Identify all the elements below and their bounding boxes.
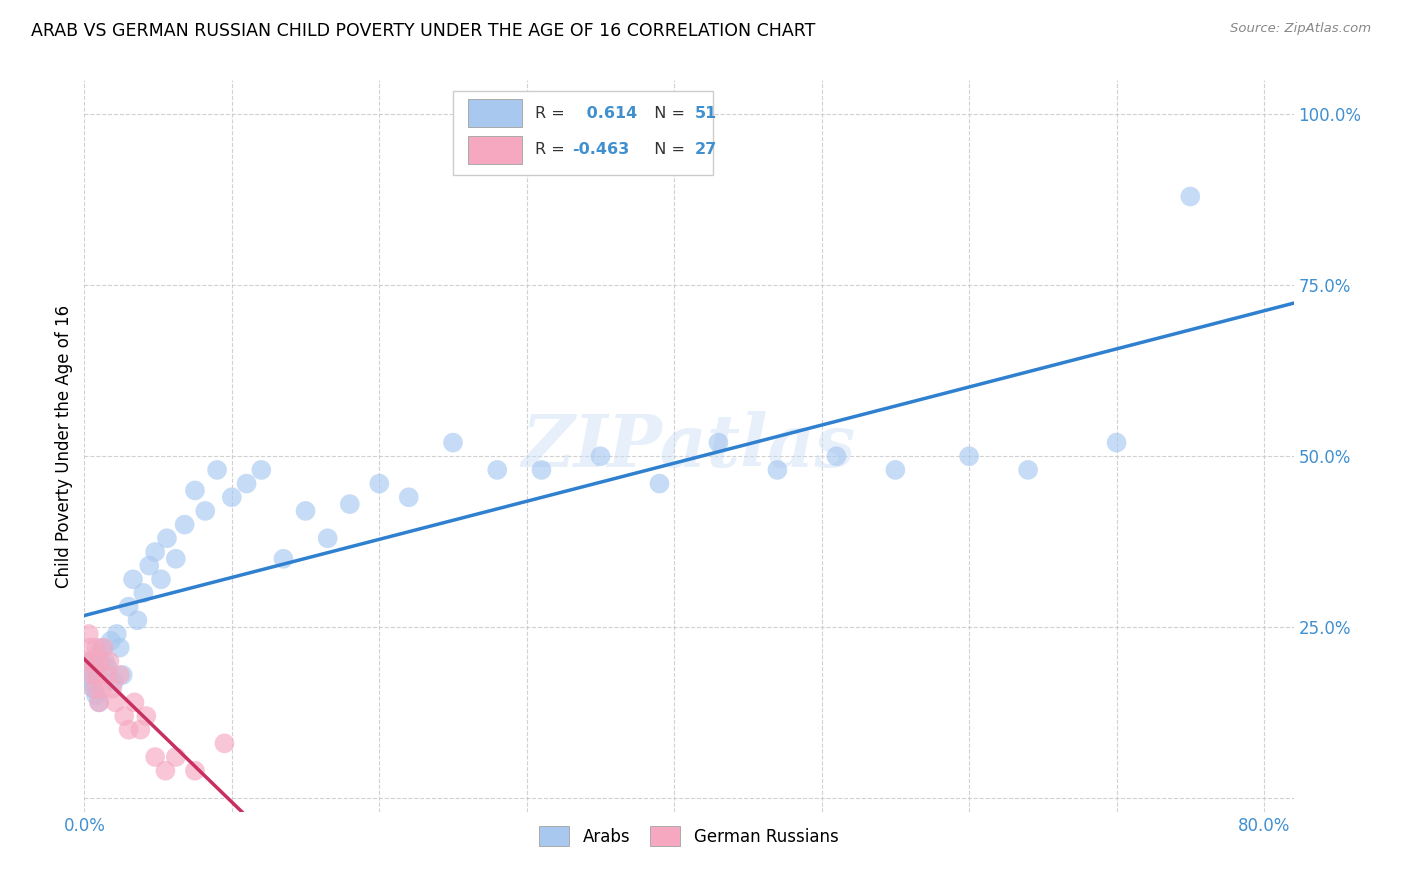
Point <box>398 490 420 504</box>
Y-axis label: Child Poverty Under the Age of 16: Child Poverty Under the Age of 16 <box>55 304 73 588</box>
Point <box>766 463 789 477</box>
Point <box>1180 189 1202 203</box>
Point <box>486 463 509 477</box>
Point <box>86 668 108 682</box>
Point <box>122 572 145 586</box>
Point <box>80 668 103 682</box>
Point <box>214 736 236 750</box>
Text: N =: N = <box>644 142 690 157</box>
Point <box>105 627 128 641</box>
Text: ARAB VS GERMAN RUSSIAN CHILD POVERTY UNDER THE AGE OF 16 CORRELATION CHART: ARAB VS GERMAN RUSSIAN CHILD POVERTY UND… <box>31 22 815 40</box>
Point <box>589 449 612 463</box>
Point <box>83 681 105 696</box>
Point <box>108 640 131 655</box>
Point <box>112 709 135 723</box>
Point <box>339 497 361 511</box>
Point <box>91 681 114 696</box>
Point <box>165 750 187 764</box>
Point <box>79 640 101 655</box>
Point <box>124 695 146 709</box>
Point <box>127 613 149 627</box>
Point <box>957 449 980 463</box>
Point <box>86 648 108 662</box>
Point <box>98 654 121 668</box>
Point <box>648 476 671 491</box>
Point <box>100 633 122 648</box>
Point <box>1017 463 1039 477</box>
Legend: Arabs, German Russians: Arabs, German Russians <box>531 818 846 855</box>
Point <box>84 689 107 703</box>
Point <box>194 504 217 518</box>
Point <box>82 681 104 696</box>
Point <box>235 476 257 491</box>
FancyBboxPatch shape <box>453 91 713 176</box>
Text: 51: 51 <box>695 105 717 120</box>
Point <box>135 709 157 723</box>
Text: ZIPatlas: ZIPatlas <box>522 410 856 482</box>
Point <box>250 463 273 477</box>
Point <box>165 551 187 566</box>
Text: 0.614: 0.614 <box>581 105 637 120</box>
Point <box>104 695 127 709</box>
Point <box>108 668 131 682</box>
Point <box>84 640 107 655</box>
Point <box>103 674 125 689</box>
Point <box>138 558 160 573</box>
Text: Source: ZipAtlas.com: Source: ZipAtlas.com <box>1230 22 1371 36</box>
Point <box>884 463 907 477</box>
Point <box>173 517 195 532</box>
Point <box>132 586 155 600</box>
Point <box>143 750 166 764</box>
Point <box>101 681 124 696</box>
Point <box>79 674 101 689</box>
Point <box>80 654 103 668</box>
Point <box>205 463 228 477</box>
Point <box>184 483 207 498</box>
Point <box>143 545 166 559</box>
Point <box>441 435 464 450</box>
Point <box>707 435 730 450</box>
Point <box>97 661 120 675</box>
Text: -0.463: -0.463 <box>572 142 628 157</box>
Text: N =: N = <box>644 105 690 120</box>
Point <box>294 504 316 518</box>
Point <box>96 668 118 682</box>
Point <box>93 640 115 655</box>
Text: R =: R = <box>536 105 571 120</box>
Point <box>156 531 179 545</box>
FancyBboxPatch shape <box>468 99 522 127</box>
Point <box>87 695 110 709</box>
FancyBboxPatch shape <box>468 136 522 163</box>
Point <box>76 654 98 668</box>
Text: 27: 27 <box>695 142 717 157</box>
Point <box>111 668 134 682</box>
Point <box>155 764 177 778</box>
Point <box>94 654 117 668</box>
Point <box>129 723 152 737</box>
Point <box>221 490 243 504</box>
Point <box>316 531 339 545</box>
Point <box>91 640 114 655</box>
Point <box>273 551 295 566</box>
Point <box>530 463 553 477</box>
Point <box>1105 435 1128 450</box>
Point <box>83 661 105 675</box>
Point <box>368 476 391 491</box>
Text: R =: R = <box>536 142 571 157</box>
Point <box>90 654 112 668</box>
Point <box>77 668 100 682</box>
Point <box>184 764 207 778</box>
Point <box>825 449 848 463</box>
Point <box>87 695 110 709</box>
Point <box>117 723 139 737</box>
Point <box>82 654 104 668</box>
Point <box>150 572 173 586</box>
Point <box>117 599 139 614</box>
Point <box>77 627 100 641</box>
